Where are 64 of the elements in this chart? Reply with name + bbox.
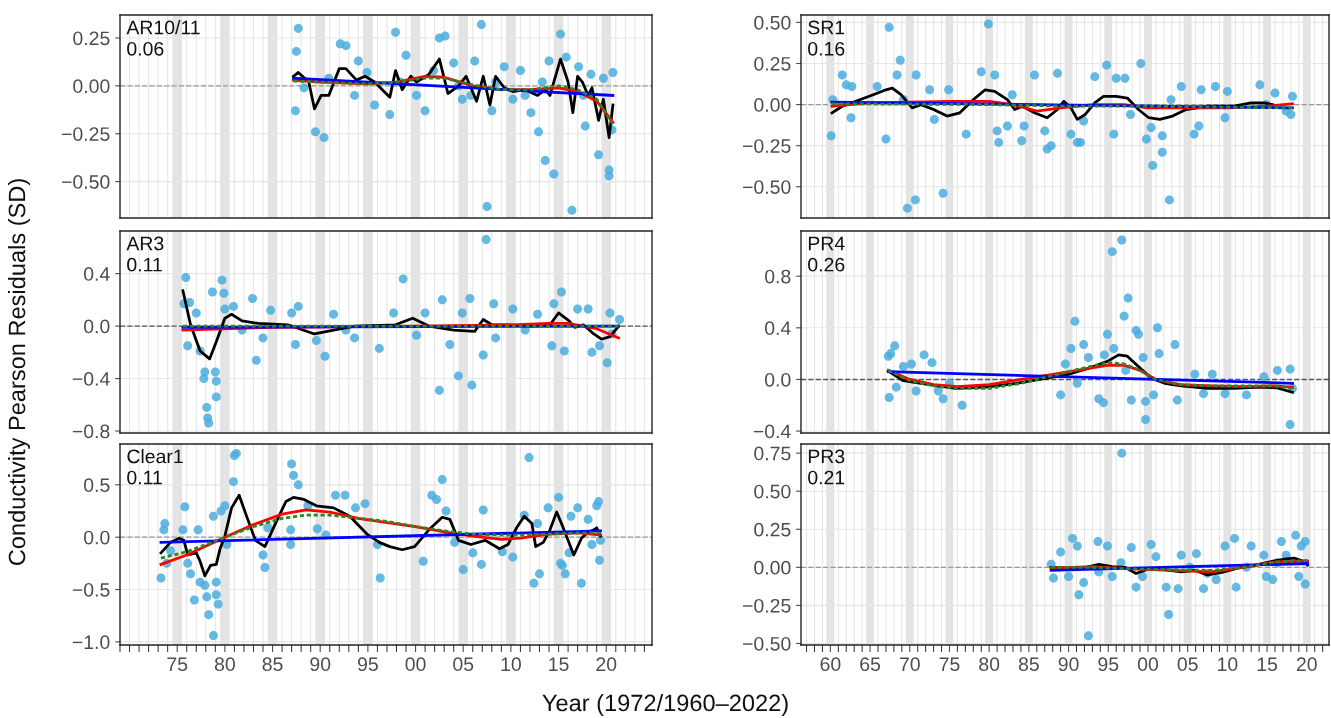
x-tick-label: 75 — [939, 657, 960, 672]
x-tick-label: 90 — [1058, 657, 1079, 672]
annotation: 0.21 — [808, 470, 845, 485]
y-tick-label: 0.00 — [754, 560, 791, 575]
annotation: AR3 — [126, 236, 164, 251]
x-tick-label: 15 — [1257, 657, 1278, 672]
annotation: AR10/11 — [126, 20, 200, 35]
y-tick-label: −0.25 — [743, 598, 791, 613]
x-tick-label: 00 — [1137, 657, 1159, 672]
annotation: PR3 — [808, 449, 845, 464]
y-tick-label: −0.25 — [62, 127, 110, 141]
y-tick-label: 0.00 — [73, 79, 110, 94]
y-tick-label: 0.0 — [84, 319, 110, 334]
x-tick-label: 85 — [1018, 657, 1039, 672]
y-tick-label: −1.0 — [72, 635, 110, 650]
y-tick-label: −0.50 — [743, 636, 791, 651]
y-tick-label: 0.0 — [765, 372, 791, 387]
annotation: 0.16 — [808, 41, 845, 56]
y-tick-label: 0.25 — [754, 56, 791, 71]
y-axis-title: Conductivity Pearson Residuals (SD) — [7, 179, 30, 566]
x-tick-label: 05 — [1177, 657, 1198, 672]
x-tick-label: 00 — [405, 657, 426, 672]
y-tick-label: −0.25 — [743, 139, 791, 153]
x-tick-label: 65 — [860, 657, 881, 672]
annotation: Clear1 — [127, 449, 183, 464]
y-tick-label: 0.25 — [754, 522, 791, 537]
x-tick-label: 20 — [596, 657, 617, 672]
annotation: 0.26 — [808, 257, 845, 272]
annotation: PR4 — [808, 236, 845, 251]
x-tick-label: 95 — [1098, 657, 1119, 672]
y-tick-label: 0.8 — [765, 269, 791, 284]
x-tick-label: 85 — [262, 657, 283, 672]
x-tick-label: 10 — [1218, 657, 1238, 672]
y-tick-label: 0.75 — [754, 446, 791, 461]
y-tick-label: 0.50 — [754, 15, 791, 30]
x-tick-label: 90 — [310, 657, 331, 672]
y-tick-label: −0.4 — [72, 372, 110, 386]
annotation: 0.11 — [127, 470, 162, 485]
x-tick-label: 80 — [214, 657, 235, 672]
y-tick-label: −0.50 — [743, 180, 791, 195]
x-tick-label: 75 — [167, 657, 188, 672]
y-tick-label: 0.4 — [84, 267, 110, 281]
y-tick-label: 0.00 — [754, 98, 791, 112]
x-tick-label: 15 — [549, 657, 569, 672]
y-tick-label: −0.50 — [62, 175, 110, 189]
x-tick-label: 60 — [820, 657, 841, 672]
x-tick-label: 80 — [979, 657, 1000, 672]
y-tick-label: 0.50 — [754, 484, 791, 499]
annotation: 0.11 — [127, 257, 162, 272]
x-axis-title: Year (1972/1960–2022) — [542, 693, 788, 716]
y-tick-label: 0.0 — [84, 530, 110, 545]
y-tick-label: −0.4 — [753, 424, 791, 439]
annotation: 0.06 — [127, 41, 164, 56]
x-tick-label: 70 — [899, 657, 920, 672]
y-tick-label: −0.8 — [72, 424, 110, 439]
x-tick-label: 20 — [1296, 657, 1317, 672]
x-tick-label: 10 — [501, 657, 521, 672]
x-tick-label: 05 — [453, 657, 474, 672]
annotation: SR1 — [808, 20, 845, 35]
y-tick-label: −0.5 — [72, 582, 110, 597]
y-tick-label: 0.5 — [84, 478, 110, 493]
x-tick-label: 95 — [357, 657, 378, 672]
y-tick-label: 0.25 — [73, 31, 110, 46]
y-tick-label: 0.4 — [765, 321, 791, 336]
